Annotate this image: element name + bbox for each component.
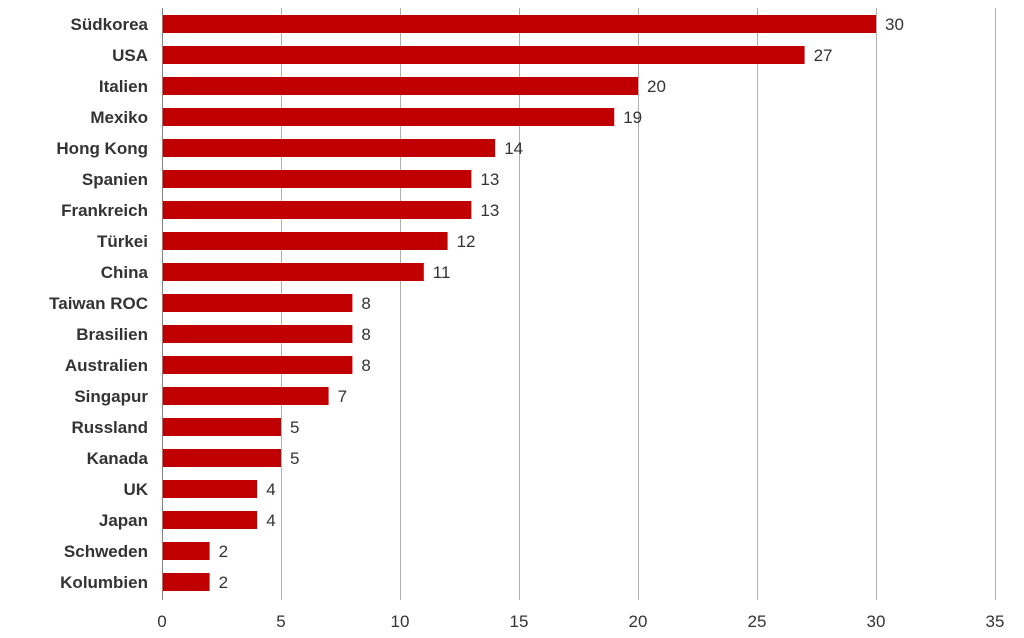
- value-label-8: 11: [433, 263, 451, 282]
- x-tick-label-10: 10: [391, 612, 410, 631]
- bar-4: [162, 139, 496, 157]
- category-label-9: Taiwan ROC: [49, 294, 148, 313]
- bar-13: [162, 418, 281, 436]
- value-label-10: 8: [361, 325, 370, 344]
- bar-18: [162, 573, 210, 591]
- category-label-0: Südkorea: [71, 15, 149, 34]
- value-label-12: 7: [338, 387, 347, 406]
- axis-layer: 0 5 10 15 20 25 30 35: [157, 8, 1004, 631]
- value-label-15: 4: [266, 480, 275, 499]
- grid-layer: [281, 8, 996, 600]
- value-label-2: 20: [647, 77, 666, 96]
- x-tick-label-30: 30: [867, 612, 886, 631]
- bar-10: [162, 325, 353, 343]
- x-tick-label-15: 15: [510, 612, 529, 631]
- category-label-13: Russland: [71, 418, 148, 437]
- category-label-3: Mexiko: [90, 108, 148, 127]
- value-label-9: 8: [361, 294, 370, 313]
- bar-0: [162, 15, 876, 33]
- bar-12: [162, 387, 329, 405]
- category-label-10: Brasilien: [76, 325, 148, 344]
- bar-2: [162, 77, 638, 95]
- value-label-1: 27: [814, 46, 833, 65]
- value-label-16: 4: [266, 511, 275, 530]
- value-label-5: 13: [480, 170, 499, 189]
- value-label-14: 5: [290, 449, 299, 468]
- bar-8: [162, 263, 424, 281]
- x-tick-label-20: 20: [629, 612, 648, 631]
- bar-7: [162, 232, 448, 250]
- value-label-7: 12: [457, 232, 476, 251]
- category-label-1: USA: [112, 46, 148, 65]
- category-label-11: Australien: [65, 356, 148, 375]
- bar-9: [162, 294, 353, 312]
- value-label-11: 8: [361, 356, 370, 375]
- value-label-3: 19: [623, 108, 642, 127]
- bar-16: [162, 511, 258, 529]
- value-label-6: 13: [480, 201, 499, 220]
- value-label-0: 30: [885, 15, 904, 34]
- value-label-4: 14: [504, 139, 523, 158]
- category-label-14: Kanada: [87, 449, 149, 468]
- value-label-18: 2: [219, 573, 228, 592]
- category-label-7: Türkei: [97, 232, 148, 251]
- category-label-8: China: [101, 263, 149, 282]
- category-label-15: UK: [123, 480, 148, 499]
- bar-15: [162, 480, 258, 498]
- category-label-2: Italien: [99, 77, 148, 96]
- category-label-17: Schweden: [64, 542, 148, 561]
- bar-5: [162, 170, 472, 188]
- bar-11: [162, 356, 353, 374]
- bar-3: [162, 108, 615, 126]
- value-label-13: 5: [290, 418, 299, 437]
- bar-14: [162, 449, 281, 467]
- x-tick-label-35: 35: [986, 612, 1005, 631]
- category-label-4: Hong Kong: [56, 139, 148, 158]
- bar-17: [162, 542, 210, 560]
- x-tick-label-25: 25: [748, 612, 767, 631]
- bar-6: [162, 201, 472, 219]
- category-label-6: Frankreich: [61, 201, 148, 220]
- bar-layer: [162, 15, 876, 591]
- category-label-16: Japan: [99, 511, 148, 530]
- category-label-5: Spanien: [82, 170, 148, 189]
- bar-1: [162, 46, 805, 64]
- value-label-17: 2: [219, 542, 228, 561]
- category-label-18: Kolumbien: [60, 573, 148, 592]
- x-tick-label-0: 0: [157, 612, 166, 631]
- x-tick-label-5: 5: [276, 612, 285, 631]
- category-label-12: Singapur: [74, 387, 148, 406]
